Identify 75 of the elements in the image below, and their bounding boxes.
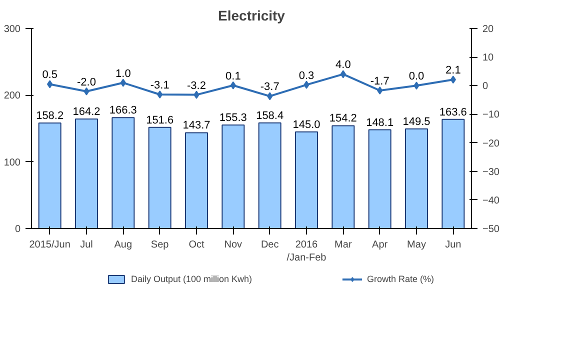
bar	[148, 126, 172, 228]
data-label: 166.3	[109, 104, 137, 117]
data-label: 1.0	[116, 68, 131, 80]
data-label: 0.0	[408, 70, 424, 83]
x-tick-label: 2015/Jun	[29, 240, 70, 250]
data-label: 145.0	[292, 118, 320, 131]
x-tick-label: Nov	[224, 240, 242, 250]
y-tick-label: 100	[4, 157, 21, 168]
bar	[112, 117, 135, 228]
bar	[75, 118, 98, 228]
bar	[38, 122, 62, 228]
bar	[185, 132, 208, 228]
y2-tick-label: 0	[482, 81, 488, 92]
data-label: 149.5	[402, 116, 430, 128]
point	[157, 90, 163, 98]
point	[230, 81, 236, 90]
data-label: 143.7	[182, 120, 210, 132]
point	[120, 78, 126, 87]
point	[414, 82, 420, 90]
data-label: -3.1	[150, 80, 170, 92]
y2-tick-label: −10	[482, 110, 500, 121]
point	[194, 90, 200, 99]
legend-label: Growth Rate (%)	[367, 274, 434, 284]
y2-tick-label: −30	[482, 166, 500, 178]
y2-tick-label: −50	[482, 224, 500, 235]
y-tick-label: 0	[14, 224, 21, 235]
x-tick-label: Aug	[114, 240, 132, 250]
y2-tick-label: 20	[482, 24, 494, 35]
data-label: -2.0	[77, 76, 96, 88]
data-label: 148.1	[366, 116, 394, 129]
data-label: 0.1	[226, 70, 241, 82]
point	[377, 86, 383, 94]
data-label: 158.4	[256, 110, 284, 122]
y-tick-label: 200	[4, 90, 21, 102]
chart-title: Electricity	[218, 8, 286, 24]
point	[47, 80, 53, 88]
data-label: 154.2	[329, 112, 357, 125]
point	[84, 87, 90, 96]
data-label: 151.6	[146, 114, 174, 126]
point	[340, 70, 346, 78]
x-tick-label: Oct	[188, 240, 204, 250]
x-tick-label: May	[407, 240, 426, 250]
data-label: -1.7	[370, 76, 390, 88]
x-tick-label: Dec	[260, 240, 279, 250]
data-label: 0.5	[42, 69, 58, 82]
x-tick-label: Jun	[445, 240, 462, 250]
bar	[258, 122, 282, 228]
x-tick-label: Sep	[150, 240, 170, 250]
legend-label: Daily Output (100 million Kwh)	[130, 274, 252, 284]
data-label: -3.2	[187, 80, 206, 92]
point	[304, 80, 310, 89]
x-tick-label: Apr	[372, 240, 388, 250]
data-label: 4.0	[336, 59, 351, 72]
data-label: 164.2	[72, 106, 100, 118]
bar	[222, 124, 245, 228]
point	[450, 76, 456, 84]
data-label: 155.3	[219, 112, 247, 124]
data-label: -3.7	[260, 81, 280, 94]
x-tick-label: Jul	[80, 240, 93, 250]
bar	[295, 131, 318, 228]
y2-tick-label: 10	[482, 52, 494, 64]
y-tick-label: 300	[4, 24, 21, 35]
data-label: 163.6	[439, 106, 467, 118]
y2-tick-label: −20	[482, 138, 500, 150]
x-tick-label: Mar	[334, 240, 352, 250]
data-label: 2.1	[446, 64, 461, 77]
bar	[442, 118, 465, 228]
x-tick-label: 2016 /Jan-Feb	[286, 240, 327, 264]
point	[267, 92, 273, 100]
y2-tick-label: −40	[482, 195, 500, 206]
data-label: 0.3	[298, 70, 314, 82]
bar	[368, 129, 392, 228]
bar	[405, 128, 428, 228]
data-label: 158.2	[36, 110, 64, 122]
bar	[332, 125, 355, 228]
